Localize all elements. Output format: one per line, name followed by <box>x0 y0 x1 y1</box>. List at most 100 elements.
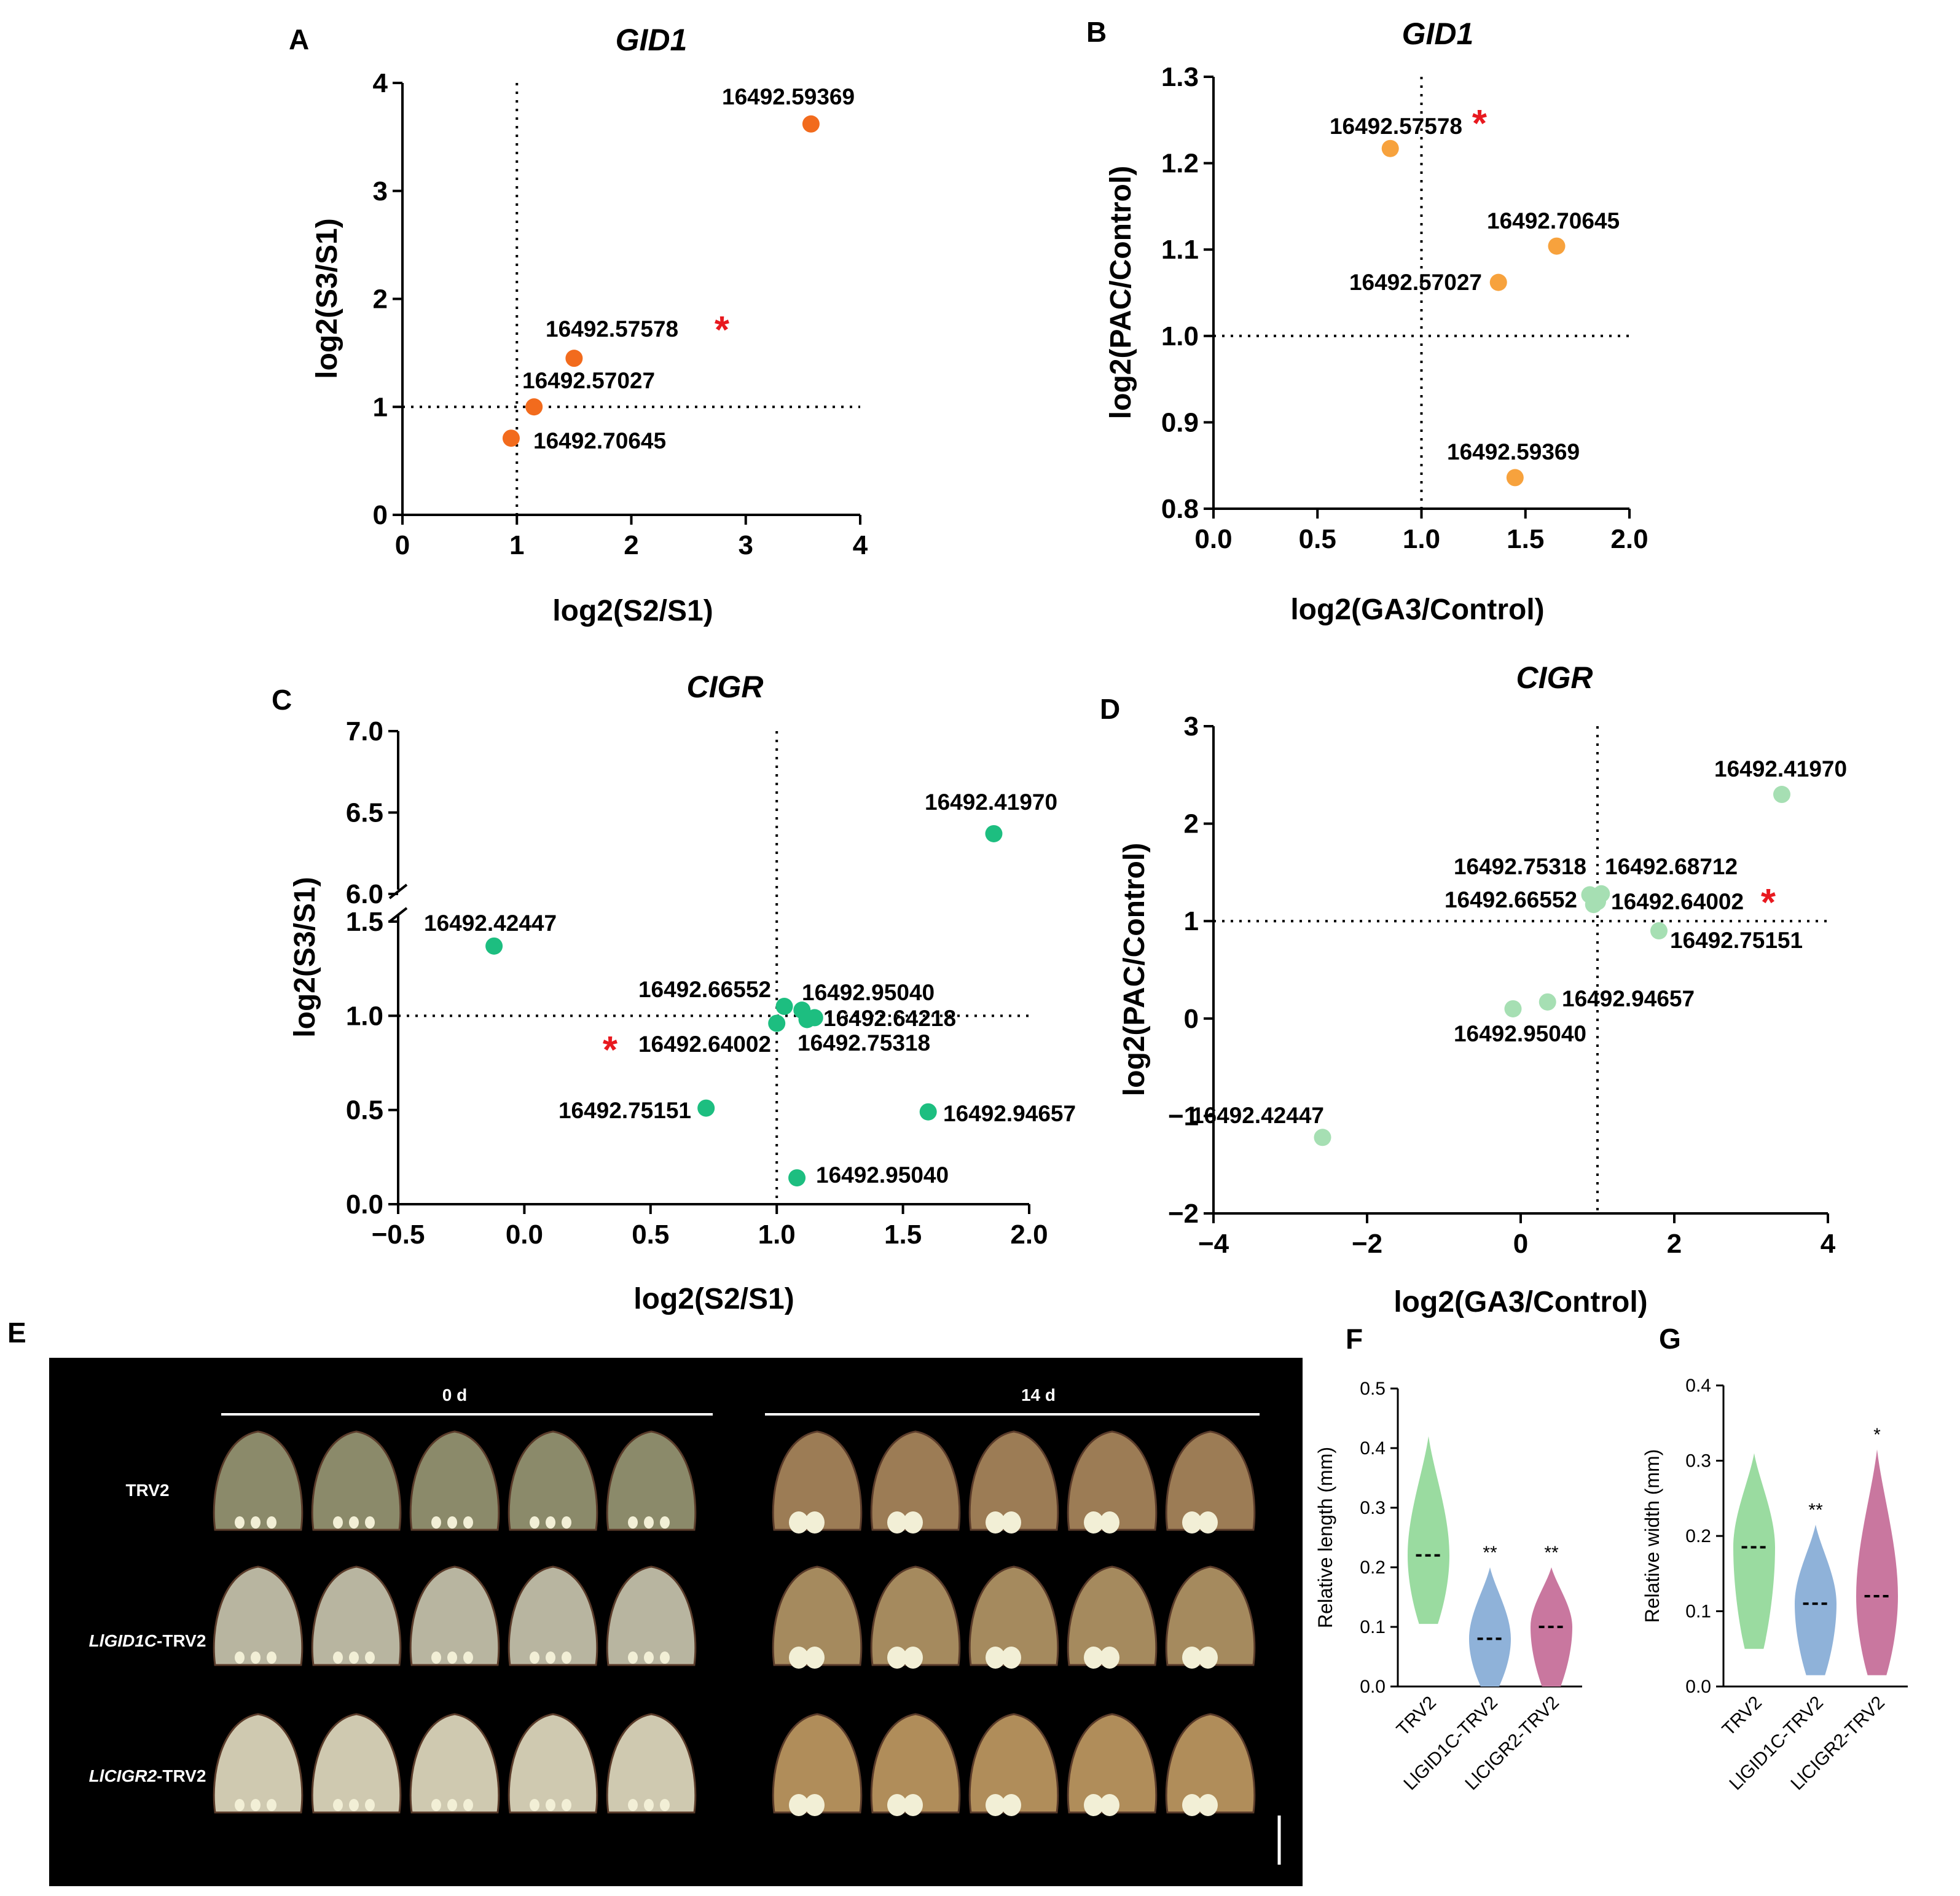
bulb-scale <box>409 1565 500 1666</box>
violin-shape <box>1733 1453 1775 1649</box>
data-point <box>775 998 793 1015</box>
y-tick-label: 0.0 <box>346 1189 383 1220</box>
row-label-gid1c-rest: -TRV2 <box>157 1631 206 1650</box>
significance-marker: ** <box>1483 1543 1497 1563</box>
bulblet <box>447 1799 457 1811</box>
significance-star: * <box>715 309 730 351</box>
bulblet <box>235 1799 245 1811</box>
data-point <box>1650 922 1668 940</box>
bulb-scale <box>311 1430 402 1531</box>
bulblet <box>530 1651 539 1664</box>
bulblet <box>267 1516 276 1529</box>
x-tick-label: 0.0 <box>506 1220 543 1250</box>
bulblet <box>463 1799 473 1811</box>
bulblet <box>805 1794 825 1816</box>
y-tick-label: 1 <box>1184 906 1199 936</box>
x-tick-label: 2.0 <box>1010 1220 1048 1250</box>
bulblet <box>1198 1511 1218 1534</box>
data-point <box>697 1099 715 1117</box>
axis-break-mark <box>388 883 408 899</box>
panel-letter-f: F <box>1346 1323 1363 1355</box>
row-label-gid1c: LlGID1C-TRV2 <box>89 1631 206 1650</box>
bulblet <box>1182 1794 1202 1816</box>
point-label: 16492.64002 <box>638 1032 771 1057</box>
scatter-panel-b: GID1 log2(GA3/Control) log2(PAC/Control) 0.… <box>1105 17 1648 626</box>
bulblet <box>789 1511 809 1534</box>
bulblet <box>986 1511 1005 1534</box>
data-point <box>502 429 520 447</box>
point-label: 16492.41970 <box>1714 756 1847 782</box>
x-tick-label: 1.0 <box>1403 524 1440 554</box>
x-tick-label: 1.0 <box>758 1220 796 1250</box>
point-label: 16492.59369 <box>722 84 855 109</box>
y-tick-label: 0.9 <box>1161 407 1199 437</box>
bulblet <box>251 1651 261 1664</box>
y-tick-label: 0.5 <box>346 1095 383 1126</box>
bulblet <box>644 1799 654 1811</box>
y-tick-label: 0.3 <box>1360 1498 1386 1518</box>
bulblet <box>349 1799 359 1811</box>
y-tick-label: 6.5 <box>346 798 383 828</box>
bulb-scale <box>213 1713 304 1814</box>
bulblet <box>333 1516 343 1529</box>
panel-letter-b: B <box>1086 16 1107 48</box>
significance-marker: ** <box>1808 1500 1823 1521</box>
photo-panel-e: 0 d 14 d TRV2 LlGID1C-TRV2 LlCIGR2-TRV2 <box>49 1358 1303 1886</box>
data-point <box>919 1103 937 1121</box>
y-tick-label: 0.1 <box>1360 1617 1386 1637</box>
bulb-scale <box>213 1430 304 1531</box>
point-label: 16492.75318 <box>798 1030 930 1056</box>
bulblet <box>903 1647 923 1669</box>
bulblet <box>267 1799 276 1811</box>
bulblet <box>546 1799 555 1811</box>
x-tick-label: 2.0 <box>1610 524 1648 554</box>
row-label-trv2-rest: TRV2 <box>125 1481 169 1500</box>
point-label: 16492.95040 <box>802 980 935 1005</box>
point-label: 16492.64218 <box>823 1006 956 1031</box>
y-axis-label: log2(S3/S1) <box>289 877 321 1037</box>
point-label: 16492.70645 <box>533 428 666 453</box>
bulblet <box>644 1516 654 1529</box>
bulblet <box>267 1651 276 1664</box>
row-label-cigr2-italic: LlCIGR2 <box>89 1766 157 1785</box>
bulblet <box>1100 1647 1119 1669</box>
point-label: 16492.95040 <box>1454 1021 1586 1046</box>
x-tick-label: 2 <box>1667 1229 1682 1259</box>
scatter-panel-d: CIGR log2(GA3/Control) log2(PAC/Control) −4… <box>1118 660 1847 1318</box>
panel-letter-g: G <box>1659 1323 1681 1355</box>
y-tick-label: 0 <box>1184 1004 1199 1034</box>
point-label: 16492.75151 <box>559 1098 691 1123</box>
bulb-scale <box>311 1713 402 1814</box>
point-label: 16492.75151 <box>1670 928 1803 953</box>
bulblet <box>349 1516 359 1529</box>
bulblet <box>463 1516 473 1529</box>
significance-star: * <box>1472 103 1488 145</box>
bulblet <box>660 1651 670 1664</box>
bulblet <box>562 1651 571 1664</box>
y-tick-label: 2 <box>1184 809 1199 839</box>
point-label: 16492.57027 <box>1349 270 1482 295</box>
significance-marker: ** <box>1544 1543 1559 1563</box>
y-axis-label: Relative length (mm) <box>1314 1447 1336 1628</box>
axis-break-mark <box>388 907 408 923</box>
y-axis-label: log2(PAC/Control) <box>1118 843 1151 1096</box>
y-tick-label: 0.1 <box>1685 1602 1711 1622</box>
x-tick-label: 0 <box>395 530 410 560</box>
x-axis-label: log2(S2/S1) <box>633 1283 794 1315</box>
point-label: 16492.94657 <box>943 1101 1076 1126</box>
bulblet <box>1198 1794 1218 1816</box>
y-tick-label: 1.3 <box>1161 62 1199 92</box>
x-tick-label: −0.5 <box>372 1220 425 1250</box>
bulblet <box>447 1651 457 1664</box>
point-label: 16492.94657 <box>1562 986 1695 1011</box>
x-tick-label: 3 <box>739 530 753 560</box>
y-tick-label: −1 <box>1168 1101 1199 1131</box>
x-tick-label: 1 <box>509 530 524 560</box>
bulb-scale <box>409 1713 500 1814</box>
panel-letter-e: E <box>7 1317 26 1349</box>
data-point <box>1381 139 1399 157</box>
data-point <box>1539 993 1556 1011</box>
bulb-scale <box>606 1430 697 1531</box>
y-axis-label: log2(PAC/Control) <box>1105 166 1137 419</box>
